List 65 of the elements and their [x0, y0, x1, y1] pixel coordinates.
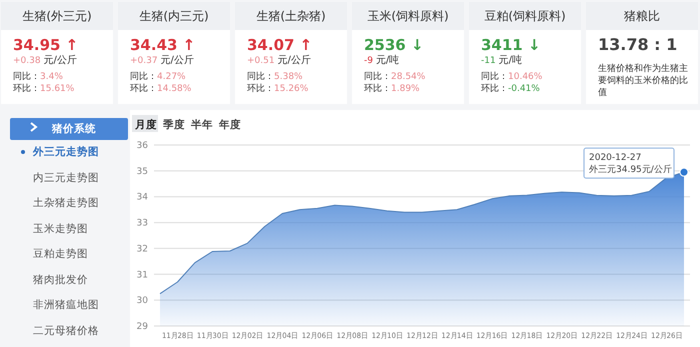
text: 元/吨: [376, 55, 400, 66]
text: 同比：: [247, 72, 274, 82]
text: 环比：: [13, 84, 40, 94]
text: 3411 ↓: [481, 36, 541, 54]
text: 13.78 : 1: [598, 35, 678, 54]
y-tick-label: 30: [136, 296, 148, 306]
text: 28.54%: [391, 72, 426, 82]
text: 3.4%: [40, 72, 63, 82]
text: 同比：: [13, 72, 40, 82]
text: 34.95 ↑: [13, 36, 78, 54]
text: 2536 ↓: [364, 36, 424, 54]
y-tick-label: 33: [136, 218, 148, 229]
y-tick-label: 31: [136, 270, 148, 280]
text: 元/公斤: [160, 55, 194, 66]
y-tick-label: 36: [136, 141, 148, 151]
text: 元/吨: [498, 55, 522, 66]
text: 10.46%: [508, 72, 542, 82]
text: 猪肉批发价: [33, 274, 88, 286]
text: +0.38: [13, 56, 41, 66]
text: 生猪(内三元): [118, 2, 230, 30]
y-tick-label: 29: [136, 322, 148, 332]
text: +0.51: [247, 56, 275, 66]
text: 生猪(土杂猪): [235, 2, 347, 30]
text: 外三元走势图: [33, 146, 99, 158]
text: 34.43 ↑: [130, 36, 196, 54]
text: 同比：: [130, 72, 157, 82]
text: 豆粕(饲料原料): [469, 2, 581, 30]
text: 半年: [190, 118, 213, 131]
text: 环比：: [364, 84, 391, 94]
text: 二元母猪价格: [33, 324, 99, 336]
text: -0.41%: [508, 84, 540, 94]
text: 4.27%: [157, 72, 186, 82]
text: 猪粮比: [586, 2, 698, 30]
text: 34.07 ↑: [247, 36, 312, 54]
text: 1.89%: [391, 84, 420, 94]
text: 15.26%: [274, 84, 308, 94]
text: -9: [364, 56, 373, 66]
text: 5.38%: [274, 72, 303, 82]
text: 环比：: [247, 84, 274, 94]
text: 元/公斤: [43, 55, 77, 66]
text: 生猪价格和作为生猪主要饲料的玉米价格的比值: [598, 64, 688, 98]
text: 豆粕走势图: [33, 248, 88, 260]
text: 生猪(外三元): [1, 2, 113, 30]
text: 玉米(饲料原料): [352, 2, 464, 30]
text: 月度: [134, 118, 157, 131]
y-tick-label: 35: [136, 166, 148, 177]
text: 15.61%: [40, 84, 74, 94]
text: 环比：: [130, 84, 157, 94]
text: 季度: [162, 118, 185, 131]
text: 玉米走势图: [33, 222, 88, 234]
text: 猪价系统: [52, 123, 96, 135]
annotation: 2020-12-27 外三元34.95元/公斤: [589, 153, 672, 176]
text: 环比：: [481, 84, 508, 94]
y-tick-label: 34: [136, 192, 148, 203]
text: 非洲猪瘟地图: [33, 299, 99, 311]
text: 同比：: [481, 72, 508, 82]
text: 14.58%: [157, 84, 192, 94]
text: -11: [481, 56, 496, 66]
text: 年度: [218, 118, 241, 131]
text: +0.37: [130, 56, 158, 66]
text: 土杂猪走势图: [33, 197, 99, 209]
text: 内三元走势图: [33, 172, 99, 184]
y-tick-label: 32: [136, 244, 148, 254]
text: 元/公斤: [277, 55, 311, 66]
text: 同比：: [364, 72, 391, 82]
